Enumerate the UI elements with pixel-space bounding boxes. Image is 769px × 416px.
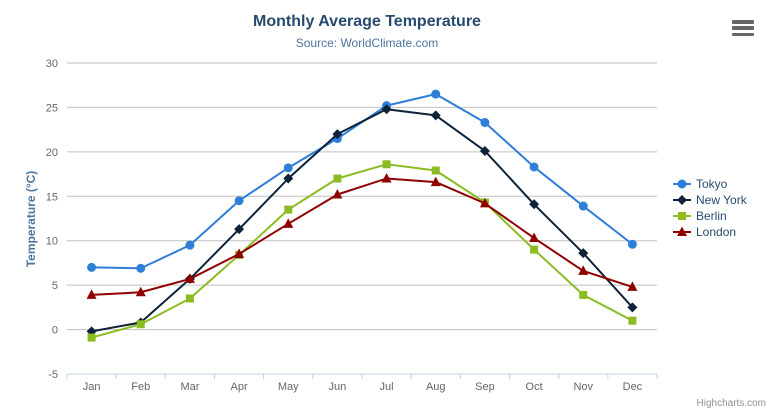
point-london-May[interactable] [283,218,294,228]
point-berlin-Oct[interactable] [530,245,539,254]
point-tokyo-May[interactable] [283,163,293,173]
series-line-berlin[interactable] [91,163,633,339]
point-london-Aug[interactable] [430,176,441,187]
point-berlin-Aug[interactable] [431,166,440,175]
x-tick-label: Oct [526,381,543,393]
x-tick-label: Sep [475,381,495,393]
y-tick-label: 20 [46,147,58,159]
y-tick-label: 30 [46,58,58,70]
point-london-Sep[interactable] [479,197,490,208]
point-tokyo-Dec[interactable] [627,239,637,249]
hamburger-menu-icon [732,20,754,24]
point-berlin-Feb[interactable] [136,320,145,329]
x-tick-label: Jan [83,381,101,393]
y-tick-label: 15 [46,191,58,203]
x-tick-label: Apr [231,381,248,393]
export-menu-button[interactable] [730,18,756,38]
point-london-Dec[interactable] [627,281,638,291]
legend-label: Berlin [696,208,727,223]
legend-label: Tokyo [696,176,728,191]
point-london-Oct[interactable] [529,232,540,243]
point-london-Nov[interactable] [578,265,589,275]
legend-marker-circle-icon [673,179,691,188]
point-london-Feb[interactable] [135,286,146,297]
y-tick-label: 10 [46,236,58,248]
point-london-Apr[interactable] [234,248,245,259]
point-new-york-Jul[interactable] [381,104,392,115]
point-new-york-Dec[interactable] [627,302,638,313]
legend-item-berlin[interactable]: Berlin [673,208,747,223]
point-new-york-Jun[interactable] [332,129,343,140]
point-berlin-Mar[interactable] [185,294,194,303]
legend-marker-triangle-icon [673,226,691,236]
legend-label: New York [696,192,747,207]
point-london-Jun[interactable] [332,189,343,199]
x-tick-label: Dec [623,381,643,393]
point-berlin-Jan[interactable] [87,333,96,342]
point-tokyo-Oct[interactable] [529,162,539,172]
series-line-london[interactable] [91,177,633,296]
y-tick-label: -5 [48,369,58,381]
legend-label: London [696,224,737,239]
legend: Tokyo New York Berlin London [673,177,747,241]
legend-item-new-york[interactable]: New York [673,192,747,207]
point-tokyo-Jan[interactable] [87,262,97,272]
x-tick-label: Jul [380,381,394,393]
point-berlin-Nov[interactable] [579,290,588,299]
point-new-york-May[interactable] [283,173,294,184]
point-tokyo-Aug[interactable] [431,89,441,99]
chart-title: Monthly Average Temperature [253,13,481,30]
x-tick-label: Feb [131,381,150,393]
legend-marker-square-icon [673,211,691,220]
point-new-york-Aug[interactable] [430,110,441,121]
point-berlin-Jun[interactable] [333,174,342,183]
point-new-york-Apr[interactable] [234,224,245,235]
legend-marker-diamond-icon [673,194,691,205]
point-tokyo-Sep[interactable] [480,118,490,128]
point-london-Mar[interactable] [184,273,195,283]
series-line-new-york[interactable] [91,108,634,333]
point-new-york-Sep[interactable] [479,145,490,156]
y-tick-label: 0 [52,325,58,337]
point-tokyo-Feb[interactable] [136,263,146,273]
y-axis-title: Temperature (°C) [24,170,38,268]
credits-link[interactable]: Highcharts.com [696,398,766,409]
y-tick-label: 5 [52,280,58,292]
point-tokyo-Nov[interactable] [578,201,588,211]
point-london-Jul[interactable] [381,173,392,183]
point-berlin-May[interactable] [284,205,293,214]
point-tokyo-Apr[interactable] [234,196,244,206]
point-berlin-Dec[interactable] [628,316,637,325]
y-tick-label: 25 [46,102,58,114]
chart-subtitle: Source: WorldClimate.com [295,36,439,50]
legend-item-london[interactable]: London [673,224,747,239]
x-tick-label: Nov [573,381,593,393]
point-berlin-Jul[interactable] [382,160,391,169]
point-new-york-Nov[interactable] [578,248,589,259]
point-new-york-Oct[interactable] [529,199,540,210]
x-tick-label: Jun [329,381,347,393]
series-line-tokyo[interactable] [91,93,634,270]
point-london-Jan[interactable] [86,289,97,299]
x-tick-label: Aug [426,381,446,393]
x-tick-label: Mar [180,381,199,393]
point-tokyo-Mar[interactable] [185,240,195,250]
legend-item-tokyo[interactable]: Tokyo [673,176,747,191]
x-tick-label: May [278,381,299,393]
